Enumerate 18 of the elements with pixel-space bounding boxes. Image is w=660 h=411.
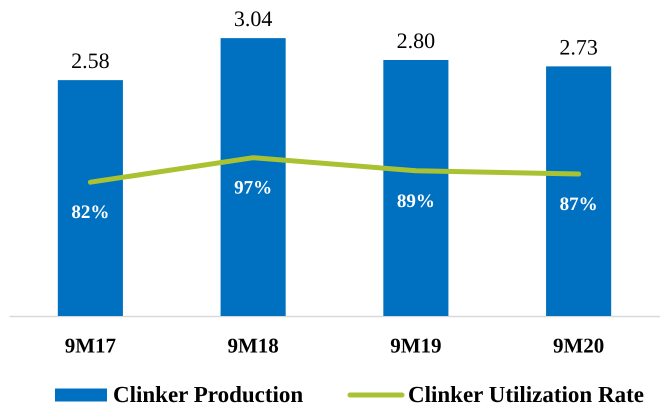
bar xyxy=(546,66,612,316)
x-tick-label: 9M20 xyxy=(552,334,604,358)
legend-label: Clinker Utilization Rate xyxy=(408,382,644,407)
data-label: 89% xyxy=(396,190,435,212)
data-label: 2.73 xyxy=(559,34,598,60)
bar xyxy=(383,60,448,316)
data-label: 3.04 xyxy=(234,6,272,32)
legend-label: Clinker Production xyxy=(113,382,304,407)
bar xyxy=(58,80,123,316)
data-label: 97% xyxy=(234,178,272,199)
data-label: 82% xyxy=(71,202,110,224)
x-tick-label: 9M18 xyxy=(227,334,279,358)
x-tick-label: 9M19 xyxy=(390,334,442,358)
data-label: 2.58 xyxy=(71,48,110,74)
bar xyxy=(220,38,286,316)
x-tick-label: 9M17 xyxy=(64,334,116,358)
data-label: 87% xyxy=(560,194,598,216)
data-label: 2.80 xyxy=(396,28,436,54)
